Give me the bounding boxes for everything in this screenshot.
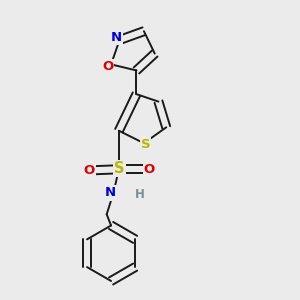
Text: O: O	[144, 163, 155, 176]
Text: O: O	[83, 164, 95, 177]
Text: N: N	[111, 31, 122, 44]
Text: S: S	[141, 138, 150, 152]
Text: H: H	[135, 188, 145, 201]
Text: N: N	[105, 187, 116, 200]
Text: O: O	[102, 60, 113, 73]
Text: S: S	[114, 161, 125, 176]
